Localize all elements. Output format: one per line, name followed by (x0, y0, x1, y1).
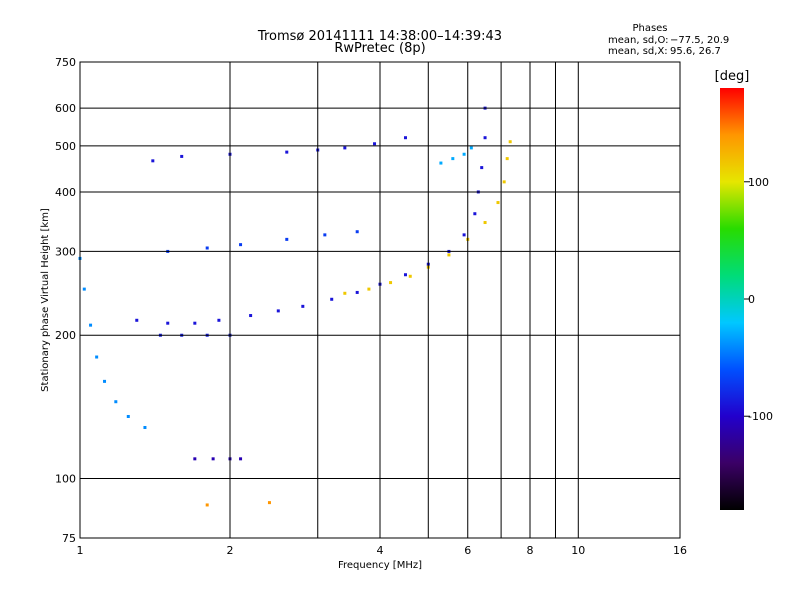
y-tick-label: 750 (55, 56, 76, 69)
data-point (205, 503, 209, 507)
data-point (508, 140, 512, 144)
data-point (451, 157, 455, 161)
data-point (439, 161, 443, 165)
data-point (103, 379, 107, 383)
data-point (205, 246, 209, 250)
data-point (285, 237, 289, 241)
x-tick-label: 6 (464, 544, 471, 557)
data-point (114, 400, 118, 404)
y-tick-label: 400 (55, 186, 76, 199)
data-point (483, 221, 487, 225)
data-point (502, 180, 506, 184)
data-point (403, 273, 407, 277)
data-point (82, 287, 86, 291)
x-tick-label: 4 (377, 544, 384, 557)
x-tick-label: 16 (673, 544, 687, 557)
x-tick-label: 2 (227, 544, 234, 557)
y-tick-label: 300 (55, 245, 76, 258)
data-point (408, 274, 412, 278)
data-point (143, 425, 147, 429)
axis-ticks: 1 2 4 6 8 10 16 75 100 200 300 400 500 600 750 (55, 56, 687, 557)
data-point (323, 233, 327, 237)
stats-x-label: mean, sd,X: (608, 46, 668, 57)
data-point (239, 457, 243, 461)
x-tick-label: 8 (527, 544, 534, 557)
data-point (483, 136, 487, 140)
colorbar-ticks: 100 0 -100 (744, 176, 773, 423)
data-point (301, 304, 305, 308)
data-point (355, 230, 359, 234)
data-point (469, 146, 473, 150)
stats-header: Phases (632, 23, 667, 34)
y-tick-label: 75 (62, 532, 76, 545)
data-point (330, 297, 334, 301)
data-point (373, 142, 377, 146)
data-point (126, 414, 130, 418)
data-point (343, 146, 347, 150)
chart-subtitle: RwPretec (8p) (334, 41, 425, 56)
grid-lines (80, 62, 680, 538)
y-axis-title: Stationary phase Virtual Height [km] (40, 208, 51, 392)
stats-x-values: 95.6, 26.7 (670, 46, 721, 57)
data-point (285, 150, 289, 154)
x-tick-label: 10 (571, 544, 585, 557)
data-point (249, 314, 253, 318)
data-point (462, 233, 466, 237)
data-point (180, 154, 184, 158)
data-point (151, 159, 155, 163)
y-tick-label: 200 (55, 329, 76, 342)
data-point (447, 253, 451, 257)
x-tick-label: 1 (77, 544, 84, 557)
x-axis-title: Frequency [MHz] (338, 560, 422, 571)
data-point (217, 318, 221, 322)
data-point (211, 457, 215, 461)
data-point (267, 501, 271, 505)
chart-title: Tromsø 20141111 14:38:00–14:39:43 (257, 29, 502, 44)
data-point (505, 157, 509, 161)
data-point (496, 201, 500, 205)
stats-o-values: −77.5, 20.9 (670, 35, 729, 46)
y-tick-label: 500 (55, 140, 76, 153)
stats-o-label: mean, sd,O: (608, 35, 669, 46)
scatter-points (78, 106, 512, 507)
y-tick-label: 600 (55, 102, 76, 115)
data-point (193, 321, 197, 325)
data-point (355, 290, 359, 294)
y-tick-label: 100 (55, 473, 76, 486)
data-point (193, 457, 197, 461)
data-point (462, 152, 466, 156)
data-point (389, 281, 393, 285)
colorbar-label: [deg] (715, 69, 750, 84)
colorbar-tick-label: -100 (748, 410, 773, 423)
data-point (403, 136, 407, 140)
data-point (135, 318, 139, 322)
data-point (367, 287, 371, 291)
data-point (276, 309, 280, 313)
data-point (239, 243, 243, 247)
data-point (95, 355, 99, 359)
data-point (473, 212, 477, 216)
colorbar-tick-label: 100 (748, 176, 769, 189)
colorbar-tick-label: 0 (748, 293, 755, 306)
data-point (89, 323, 93, 327)
data-point (166, 321, 170, 325)
data-point (480, 166, 484, 170)
data-point (343, 291, 347, 295)
plot-frame (79, 61, 681, 539)
colorbar (720, 88, 744, 510)
